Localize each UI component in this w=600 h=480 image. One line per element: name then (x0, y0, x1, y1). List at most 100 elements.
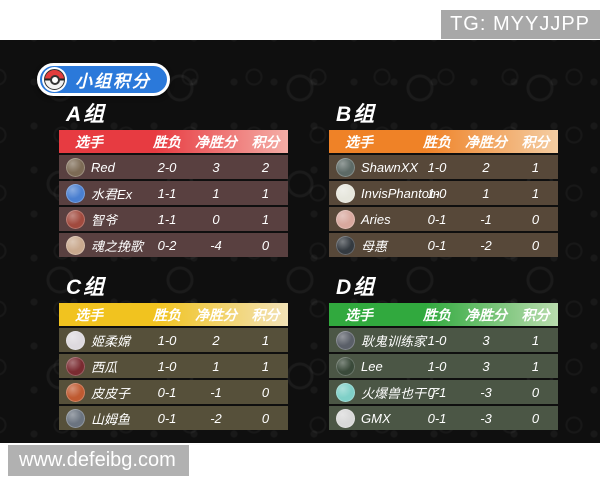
player-row: GMX 0-1 -3 0 (329, 406, 558, 430)
column-header-points: 积分 (251, 306, 280, 323)
player-points: 0 (261, 237, 270, 253)
player-cell: Red (59, 157, 145, 177)
player-points: 0 (531, 410, 540, 426)
column-header-points: 积分 (251, 133, 280, 150)
group-label: B组 (336, 103, 377, 126)
player-avatar-icon (336, 235, 355, 255)
player-name: GMX (361, 410, 391, 426)
player-name: InvisPhantom (361, 185, 440, 201)
player-avatar-icon (336, 408, 355, 428)
player-name: 耿鬼训练家 (361, 333, 427, 349)
player-points: 1 (261, 358, 270, 374)
player-record: 1-0 (427, 358, 447, 374)
player-avatar-icon (336, 209, 355, 229)
player-record: 0-1 (427, 211, 447, 227)
player-cell: 魂之挽歌 (59, 235, 145, 255)
player-name: 魂之挽歌 (91, 238, 144, 254)
player-cell: 水君Ex (59, 183, 145, 203)
player-cell: 西瓜 (59, 356, 145, 376)
player-avatar-icon (336, 382, 355, 402)
page-title: 小组积分 (75, 72, 151, 91)
group-section-b: B组 选手 胜负 净胜分 积分 ShawnXX 1-0 2 1 InvisPhantom 1-0 1 1… (329, 103, 558, 257)
player-avatar-icon (66, 157, 85, 177)
player-cell: 皮皮子 (59, 382, 145, 402)
player-cell: 母惠 (329, 235, 415, 255)
column-header-net: 净胜分 (465, 133, 507, 150)
player-cell: 耿鬼训练家 (329, 330, 426, 350)
player-record: 0-1 (157, 384, 177, 400)
player-row: ShawnXX 1-0 2 1 (329, 155, 558, 179)
player-avatar-icon (66, 330, 85, 350)
player-row: Lee 1-0 3 1 (329, 354, 558, 378)
table-header-row: 选手 胜负 净胜分 积分 (329, 130, 558, 153)
player-cell: Lee (329, 356, 415, 376)
player-cell: 智爷 (59, 209, 145, 229)
column-header-record: 胜负 (423, 133, 451, 150)
player-avatar-icon (66, 183, 85, 203)
player-record: 0-2 (157, 237, 177, 253)
column-header-net: 净胜分 (195, 133, 237, 150)
player-avatar-icon (66, 408, 85, 428)
player-net: 3 (482, 358, 490, 374)
player-name: 火爆兽也干了 (361, 385, 440, 401)
column-header-player: 选手 (75, 133, 103, 150)
player-points: 1 (261, 211, 270, 227)
player-avatar-icon (336, 183, 355, 203)
column-header-player: 选手 (345, 133, 373, 150)
player-net: 1 (212, 185, 220, 201)
player-row: 姬柔嫦 1-0 2 1 (59, 328, 288, 352)
column-header-player: 选手 (75, 306, 103, 323)
player-name: 皮皮子 (91, 385, 131, 401)
player-record: 0-1 (157, 410, 177, 426)
player-avatar-icon (336, 157, 355, 177)
player-avatar-icon (66, 356, 85, 376)
player-points: 2 (261, 159, 270, 175)
column-header-record: 胜负 (153, 133, 181, 150)
player-points: 0 (261, 384, 270, 400)
player-cell: 火爆兽也干了 (329, 382, 439, 402)
group-label: D组 (336, 276, 377, 299)
player-record: 1-0 (157, 358, 177, 374)
group-section-c: C组 选手 胜负 净胜分 积分 姬柔嫦 1-0 2 1 西瓜 1-0 1 1 皮皮子 0-1 -1 0 山姆鱼 0-… (59, 277, 288, 430)
player-row: 水君Ex 1-1 1 1 (59, 181, 288, 205)
table-header-row: 选手 胜负 净胜分 积分 (329, 303, 558, 326)
player-cell: ShawnXX (329, 157, 418, 177)
player-net: -2 (210, 410, 222, 426)
player-points: 0 (531, 211, 540, 227)
player-name: 母惠 (361, 238, 388, 254)
player-row: 魂之挽歌 0-2 -4 0 (59, 233, 288, 257)
player-row: Aries 0-1 -1 0 (329, 207, 558, 231)
column-header-net: 净胜分 (465, 306, 507, 323)
player-row: 耿鬼训练家 1-0 3 1 (329, 328, 558, 352)
player-cell: 山姆鱼 (59, 408, 145, 428)
player-net: 1 (482, 185, 490, 201)
player-record: 1-0 (427, 185, 447, 201)
player-name: 水君Ex (91, 186, 133, 202)
player-avatar-icon (66, 382, 85, 402)
player-record: 0-1 (427, 237, 447, 253)
player-avatar-icon (336, 330, 355, 350)
player-cell: GMX (329, 408, 415, 428)
player-net: 2 (482, 159, 490, 175)
player-record: 2-0 (157, 159, 177, 175)
player-net: -3 (480, 384, 492, 400)
player-record: 1-0 (157, 332, 177, 348)
column-header-player: 选手 (345, 306, 373, 323)
player-name: 姬柔嫦 (91, 333, 131, 349)
title-pill: 小组积分 (37, 63, 170, 96)
player-cell: Aries (329, 209, 415, 229)
player-row: Red 2-0 3 2 (59, 155, 288, 179)
player-row: 火爆兽也干了 0-1 -3 0 (329, 380, 558, 404)
column-header-points: 积分 (521, 133, 550, 150)
player-row: 山姆鱼 0-1 -2 0 (59, 406, 288, 430)
player-net: -2 (480, 237, 492, 253)
pokeball-icon (42, 67, 67, 92)
pokeball-icon-inner (44, 69, 65, 90)
player-name: Red (91, 159, 115, 175)
player-record: 1-1 (157, 211, 177, 227)
player-points: 1 (531, 159, 540, 175)
column-header-net: 净胜分 (195, 306, 237, 323)
player-points: 1 (261, 332, 270, 348)
player-record: 1-0 (427, 332, 447, 348)
player-row: InvisPhantom 1-0 1 1 (329, 181, 558, 205)
